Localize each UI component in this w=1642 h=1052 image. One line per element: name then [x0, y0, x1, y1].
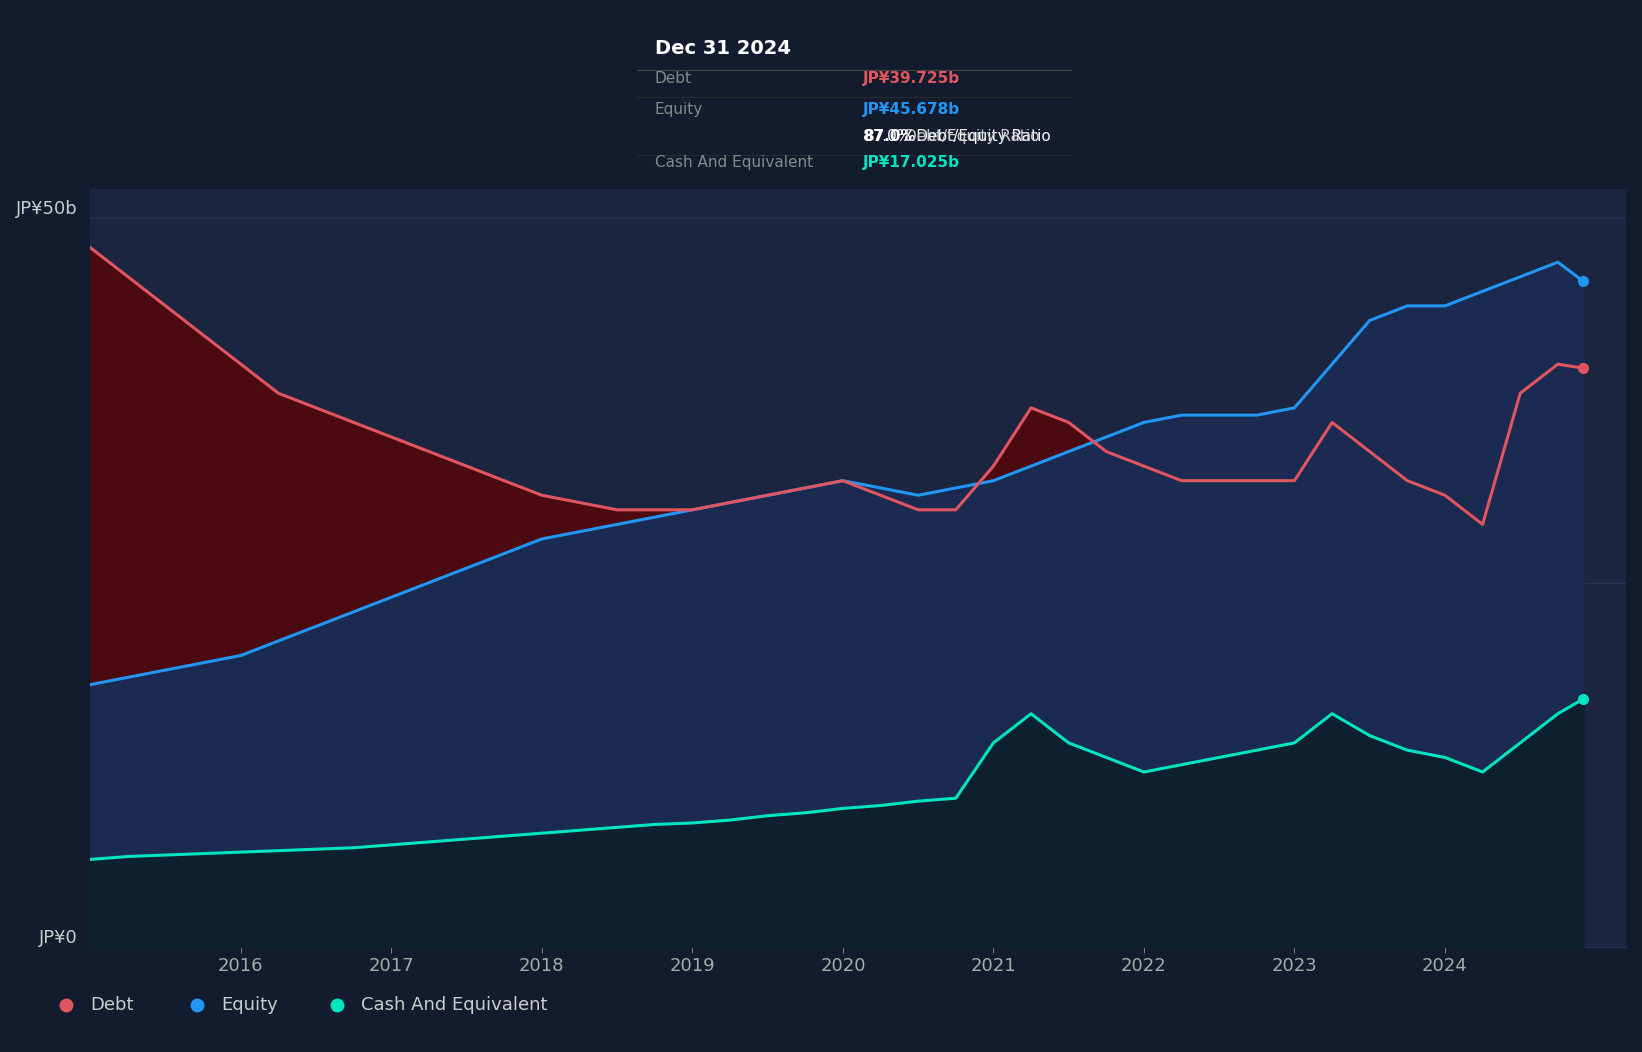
- Text: JP¥39.725b: JP¥39.725b: [864, 72, 961, 86]
- Text: JP¥50b: JP¥50b: [16, 201, 79, 219]
- Text: Equity: Equity: [655, 102, 703, 117]
- Text: 87.0% Debt/Equity Ratio: 87.0% Debt/Equity Ratio: [864, 129, 1051, 144]
- Text: Cash And Equivalent: Cash And Equivalent: [655, 156, 813, 170]
- Text: JP¥0: JP¥0: [39, 929, 79, 947]
- Text: Dec 31 2024: Dec 31 2024: [655, 39, 790, 58]
- Text: JP¥17.025b: JP¥17.025b: [864, 156, 961, 170]
- Text: 87.0%: 87.0%: [864, 129, 916, 144]
- Text: Debt: Debt: [655, 72, 691, 86]
- Text: Cash And Equivalent: Cash And Equivalent: [361, 995, 548, 1014]
- Text: JP¥45.678b: JP¥45.678b: [864, 102, 961, 117]
- Text: Debt: Debt: [90, 995, 133, 1014]
- Text: Equity: Equity: [222, 995, 279, 1014]
- Text: Debt/Equity Ratio: Debt/Equity Ratio: [905, 129, 1039, 144]
